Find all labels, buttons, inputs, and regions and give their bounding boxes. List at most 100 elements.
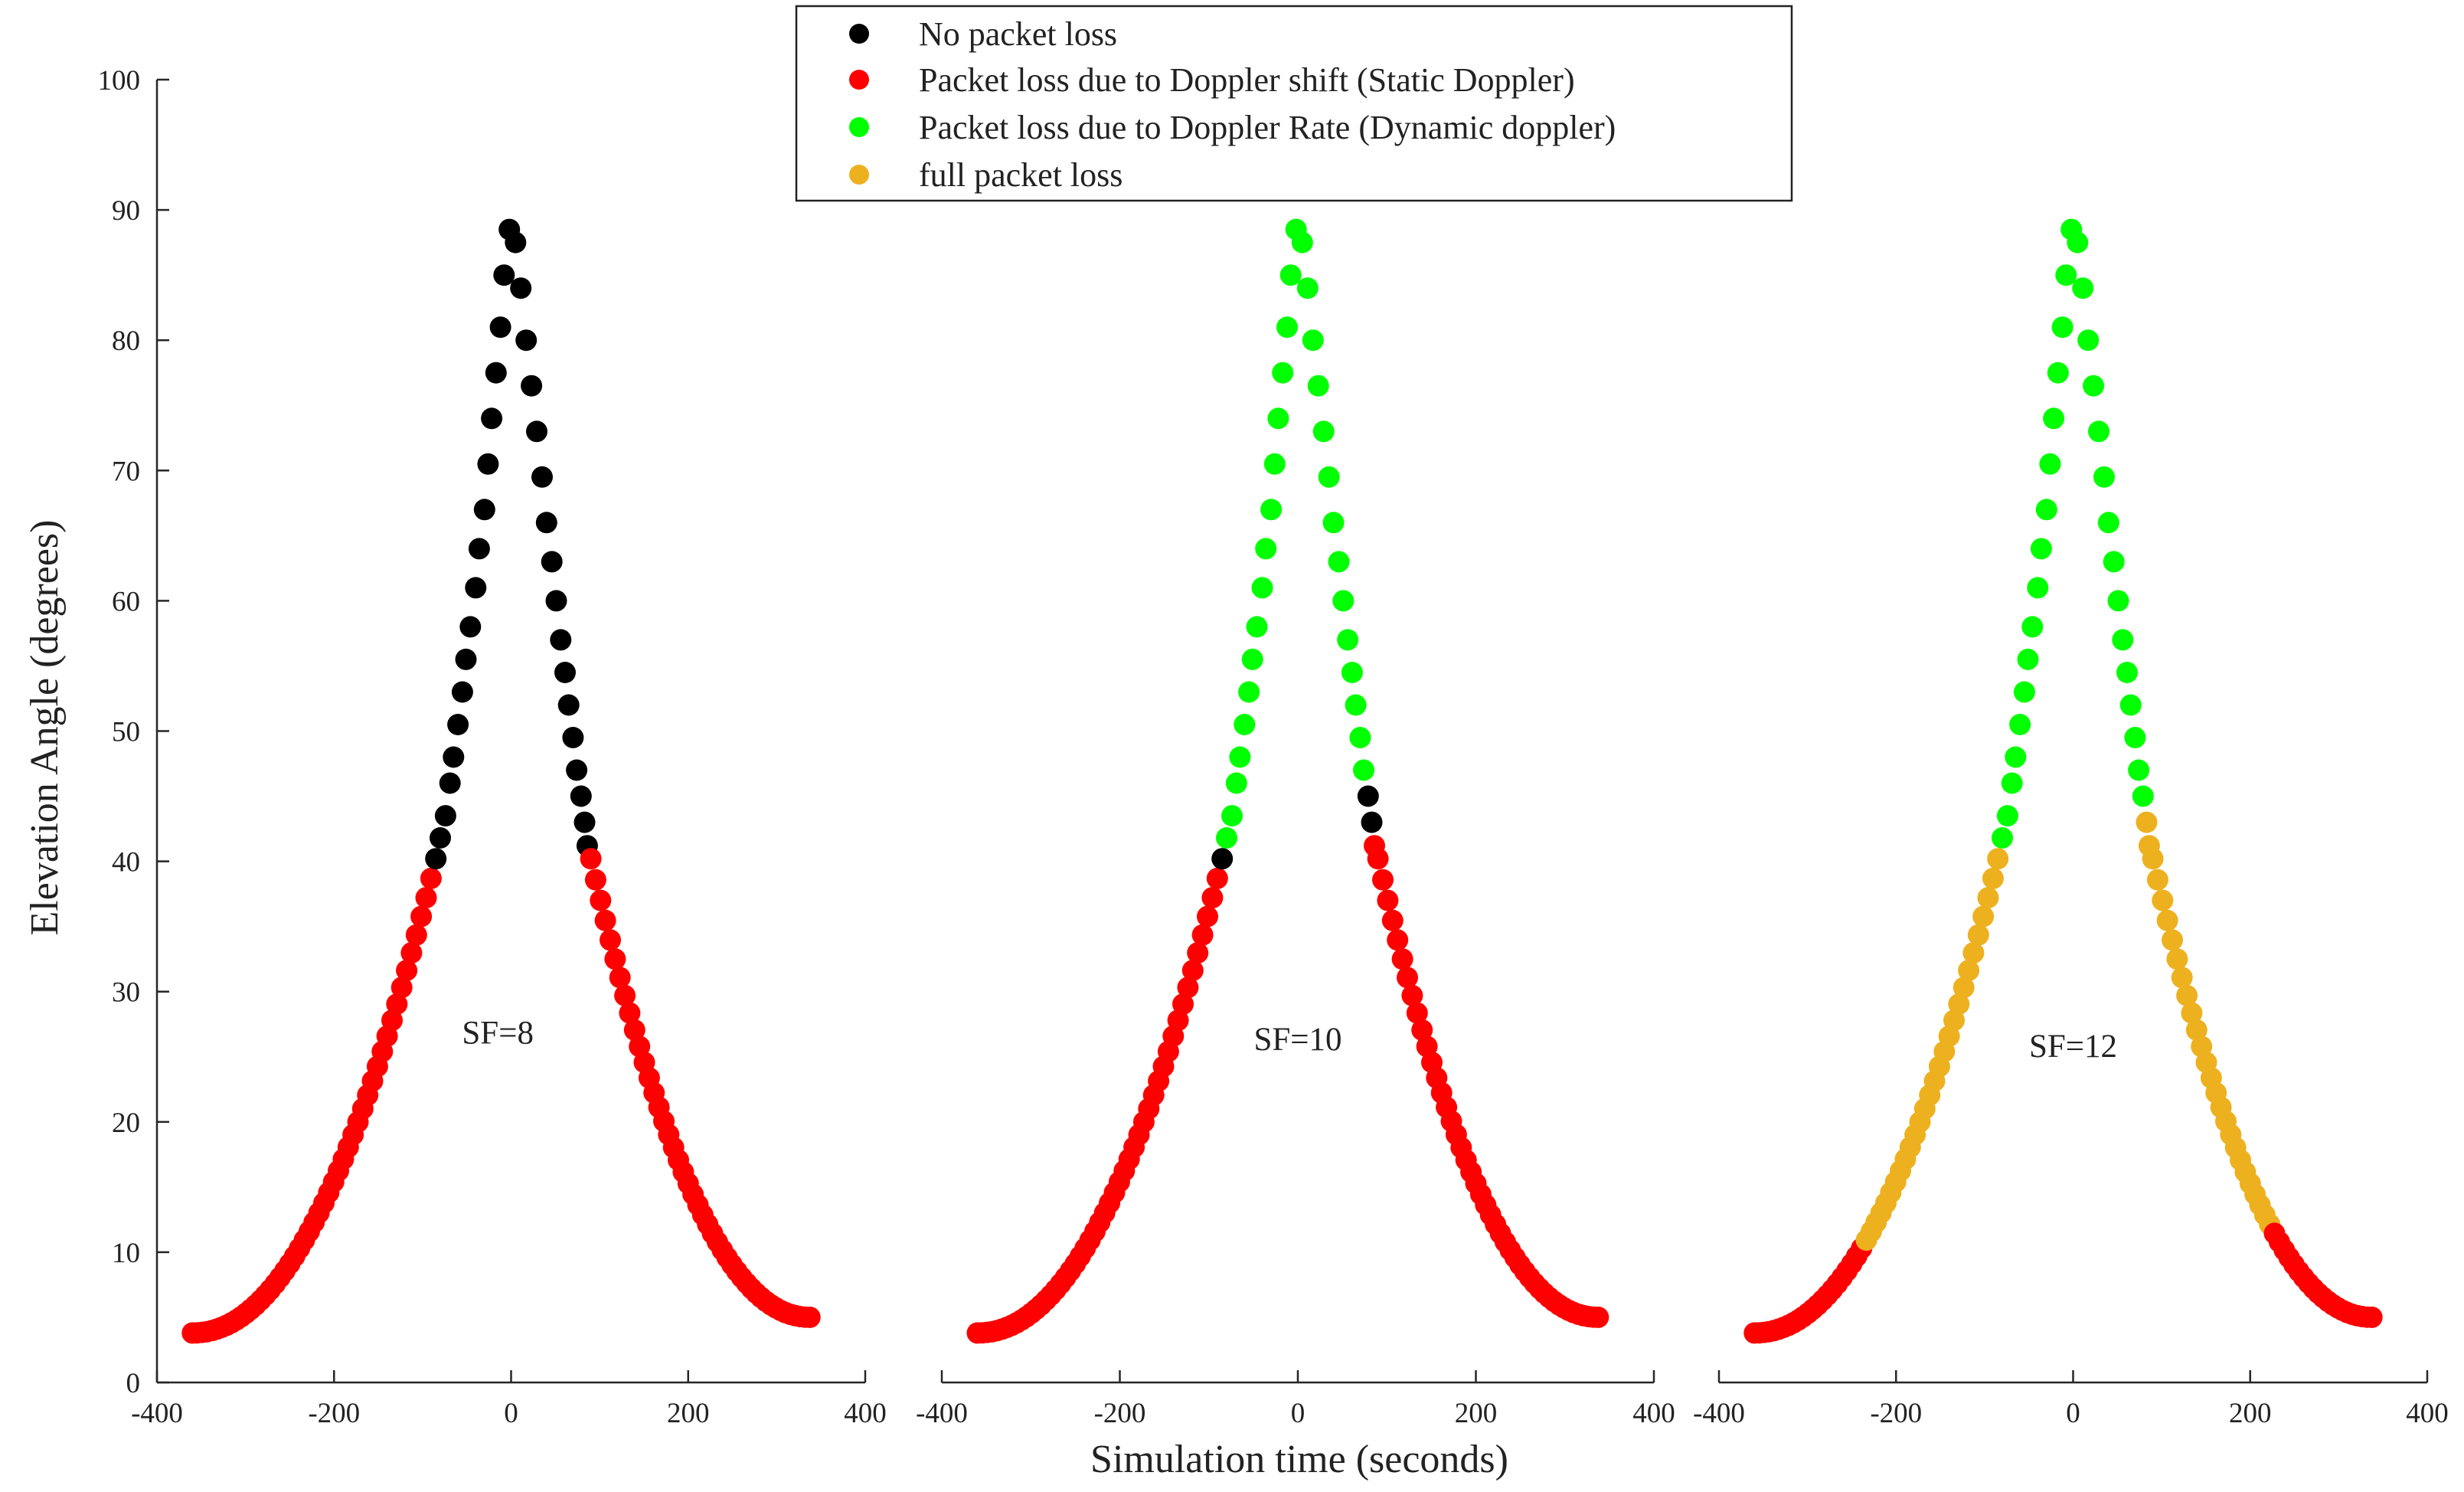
legend-marker-static-doppler	[849, 70, 869, 90]
y-tick-label: 50	[112, 717, 140, 748]
data-point-red	[1391, 948, 1413, 970]
data-point-green	[2119, 694, 2142, 716]
y-tick-label: 40	[112, 847, 140, 879]
data-point-black	[541, 551, 563, 573]
data-point-black	[545, 590, 567, 612]
data-point-black	[493, 264, 515, 286]
data-point-black	[570, 785, 592, 807]
data-point-green	[2039, 453, 2061, 475]
data-point-red	[1191, 924, 1214, 946]
data-point-green	[1307, 375, 1329, 397]
data-point-orange	[1972, 905, 1995, 928]
data-point-black	[554, 662, 576, 683]
data-point-red	[623, 1019, 645, 1041]
data-point-green	[2077, 329, 2100, 352]
data-point-orange	[1948, 993, 1970, 1015]
data-point-black	[485, 362, 507, 384]
data-point-black	[439, 772, 461, 794]
data-point-red	[1206, 867, 1228, 889]
y-tick-label: 80	[112, 326, 140, 357]
data-point-red	[1177, 977, 1199, 999]
legend-label-static-doppler: Packet loss due to Doppler shift (Static…	[919, 61, 1575, 99]
legend-marker-dynamic-doppler	[849, 117, 869, 137]
data-point-green	[1229, 746, 1251, 768]
y-tick-label: 100	[98, 65, 141, 97]
data-point-red	[580, 848, 602, 870]
data-point-black	[557, 694, 580, 716]
data-point-green	[1302, 329, 1324, 352]
data-point-green	[2027, 577, 2049, 599]
data-point-black	[451, 681, 473, 703]
data-point-orange	[2136, 811, 2158, 833]
data-point-black	[526, 420, 547, 443]
data-point-orange	[2142, 848, 2164, 870]
data-point-red	[584, 869, 606, 891]
data-point-black	[465, 577, 487, 599]
axes-layer: -400 -200 0 200 400 0 10 20 30 40 50 60 70 80 90 100 -40…	[98, 65, 2449, 1429]
data-point-orange	[2162, 929, 2183, 951]
data-point-black	[515, 329, 538, 352]
data-point-black	[481, 407, 503, 430]
data-point-green	[1332, 590, 1355, 612]
data-point-green	[2035, 499, 2057, 521]
x-tick-label: 400	[1632, 1398, 1675, 1429]
data-point-green	[2001, 772, 2023, 794]
data-point-green	[2093, 466, 2115, 488]
panel-2-points	[966, 218, 1609, 1344]
data-point-green	[1238, 681, 1260, 703]
data-point-red	[594, 909, 616, 931]
data-point-green	[2128, 759, 2150, 781]
y-tick-label: 0	[126, 1368, 141, 1399]
sf-annotation: SF=12	[2029, 1029, 2117, 1065]
y-tick-label: 10	[112, 1238, 140, 1269]
x-tick-label: -200	[1094, 1398, 1146, 1429]
data-point-red	[1397, 967, 1418, 989]
data-point-black	[430, 827, 451, 849]
data-point-green	[1337, 629, 1359, 651]
data-point-green	[1255, 538, 1277, 560]
data-point-green	[1322, 512, 1345, 534]
data-point-black	[550, 629, 572, 651]
data-point-green	[2017, 648, 2039, 670]
data-point-red	[614, 984, 636, 1006]
data-point-red	[1201, 887, 1224, 909]
data-point-black	[473, 499, 495, 521]
data-point-green	[1291, 231, 1313, 254]
legend-marker-no-loss	[849, 24, 869, 44]
data-point-green	[1296, 277, 1319, 299]
data-point-black	[1357, 785, 1379, 807]
data-point-red	[405, 924, 427, 946]
data-point-red	[1587, 1306, 1609, 1328]
data-point-green	[1341, 662, 1363, 683]
data-point-black	[531, 466, 553, 488]
x-tick-label: -400	[131, 1398, 183, 1429]
data-point-black	[505, 231, 527, 254]
data-point-red	[1372, 869, 1394, 891]
data-point-black	[535, 512, 557, 534]
x-tick-label: 0	[2066, 1398, 2080, 1429]
data-point-orange	[1958, 960, 1980, 981]
data-point-green	[1992, 827, 2013, 849]
x-tick-label: -400	[1693, 1398, 1745, 1429]
data-point-green	[2051, 316, 2073, 339]
data-point-red	[1406, 1002, 1428, 1024]
data-point-green	[1267, 407, 1289, 430]
data-point-green	[1225, 772, 1247, 794]
data-point-red	[609, 967, 631, 989]
legend-label-dynamic-doppler: Packet loss due to Doppler Rate (Dynamic…	[919, 109, 1616, 146]
data-point-orange	[2152, 889, 2174, 911]
data-point-green	[2067, 231, 2089, 254]
data-point-red	[1181, 960, 1204, 981]
data-point-green	[1241, 648, 1263, 670]
data-point-black	[459, 616, 482, 638]
data-point-black	[574, 811, 596, 833]
data-point-red	[590, 889, 612, 911]
data-point-black	[434, 805, 456, 827]
data-point-red	[1401, 984, 1423, 1006]
x-tick-label: 0	[504, 1398, 518, 1429]
data-point-red	[600, 929, 621, 951]
legend-label-no-loss: No packet loss	[919, 15, 1117, 53]
legend-label-full-loss: full packet loss	[919, 156, 1123, 194]
data-point-black	[1361, 811, 1383, 833]
plot-area: SF=8 SF=10 SF=12	[181, 218, 2383, 1344]
